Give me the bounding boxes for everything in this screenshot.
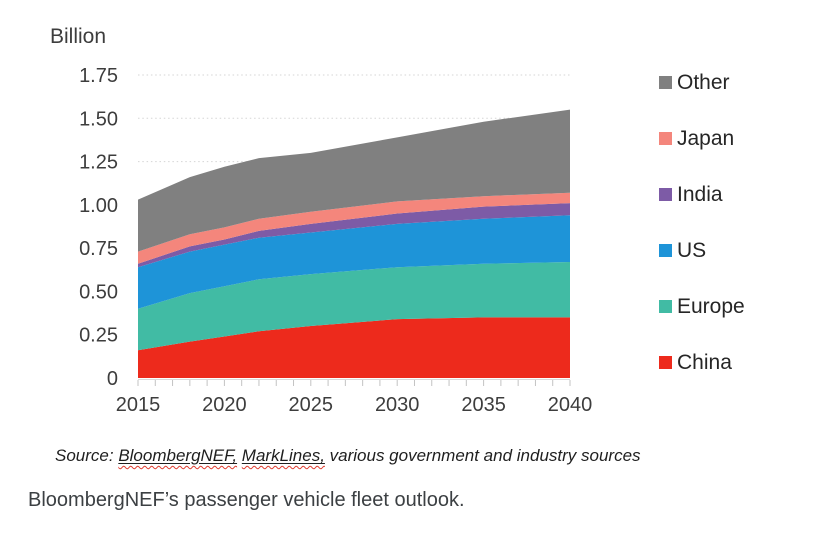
y-tick-label: 0.50 — [79, 281, 118, 303]
legend-label: India — [677, 182, 723, 206]
y-tick-label: 0 — [107, 368, 118, 390]
x-tick-label: 2035 — [461, 394, 506, 416]
x-tick-label: 2015 — [116, 394, 161, 416]
legend-swatch-icon — [659, 299, 672, 313]
y-tick-label: 0.75 — [79, 238, 118, 260]
y-tick-label: 1.75 — [79, 65, 118, 87]
fleet-chart: 0 0.25 0.50 0.75 1.00 1.25 1.50 1.75 2015 2020 202… — [79, 65, 593, 416]
legend-swatch-icon — [659, 131, 672, 145]
source-marklines-text: MarkLines, — [241, 446, 325, 465]
legend-item-japan: Japan — [659, 110, 745, 166]
area-us — [138, 215, 570, 309]
source-line: Source: BloombergNEF, MarkLines, various… — [55, 446, 641, 466]
legend-label: Other — [677, 70, 730, 94]
legend-label: US — [677, 238, 707, 262]
source-marklines: MarkLines, — [242, 446, 325, 465]
y-tick-label: 1.50 — [79, 108, 118, 130]
legend-label: China — [677, 350, 732, 374]
legend-label: Japan — [677, 126, 735, 150]
x-tick-label: 2020 — [202, 394, 247, 416]
y-tick-label: 1.25 — [79, 152, 118, 174]
legend-item-china: China — [659, 334, 745, 390]
legend: Other Japan India US Europe China — [659, 54, 745, 390]
area-india — [138, 203, 570, 268]
legend-item-europe: Europe — [659, 278, 745, 334]
legend-swatch-icon — [659, 187, 672, 201]
source-suffix: various government and industry sources — [324, 446, 641, 465]
area-japan — [138, 192, 570, 264]
x-tick-label: 2030 — [375, 394, 420, 416]
legend-swatch-icon — [659, 75, 672, 89]
legend-item-other: Other — [659, 54, 745, 110]
legend-label: Europe — [677, 294, 745, 318]
x-tick-label: 2025 — [289, 394, 334, 416]
y-tick-label: 1.00 — [79, 195, 118, 217]
y-axis-title: Billion — [50, 25, 107, 48]
caption: BloombergNEF’s passenger vehicle fleet o… — [28, 489, 465, 511]
area-europe — [138, 261, 570, 351]
legend-item-india: India — [659, 166, 745, 222]
source-bloombergnef: BloombergNEF, — [118, 446, 237, 465]
y-tick-label: 0.25 — [79, 325, 118, 347]
area-china — [138, 317, 570, 378]
source-bloombergnef-text: BloombergNEF, — [118, 446, 238, 465]
legend-swatch-icon — [659, 243, 672, 257]
x-tick-label: 2040 — [548, 394, 593, 416]
legend-swatch-icon — [659, 355, 672, 369]
area-other — [138, 109, 570, 252]
source-prefix: Source: — [55, 446, 119, 465]
legend-item-us: US — [659, 222, 745, 278]
